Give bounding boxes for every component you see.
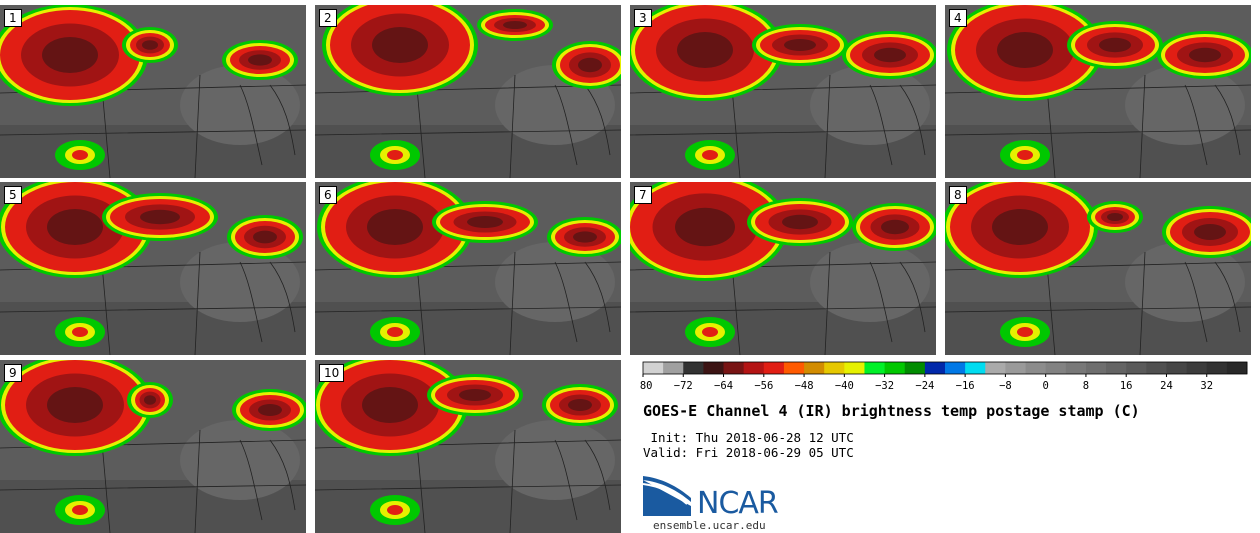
panel-3: 3 — [630, 5, 936, 178]
colorbar-segment — [1146, 362, 1167, 374]
colorbar-tick-label: 16 — [1120, 380, 1133, 392]
colorbar-segment — [663, 362, 684, 374]
panel-number: 1 — [4, 9, 22, 27]
colorbar-segment — [1166, 362, 1188, 374]
colorbar-segment — [844, 362, 865, 374]
ir-map-9 — [0, 360, 306, 533]
colorbar-segment — [1126, 362, 1147, 374]
colorbar-tick-label: −16 — [956, 380, 975, 392]
panel-number: 2 — [319, 9, 337, 27]
colorbar-tick-label: −40 — [835, 380, 854, 392]
colorbar-tick-label: −32 — [875, 380, 894, 392]
ir-map-8 — [945, 182, 1251, 355]
panel-number: 6 — [319, 186, 337, 204]
panel-number: 5 — [4, 186, 22, 204]
panel-number: 9 — [4, 364, 22, 382]
panel-5: 5 — [0, 182, 306, 355]
colorbar-tick-label: −48 — [795, 380, 814, 392]
ir-map-3 — [630, 5, 936, 178]
colorbar-tick-label: −56 — [754, 380, 773, 392]
ncar-logo-text: NCAR — [697, 486, 779, 521]
ir-map-5 — [0, 182, 306, 355]
colorbar-segment — [1186, 362, 1208, 374]
colorbar-segment — [924, 362, 946, 374]
colorbar-segment — [824, 362, 845, 374]
init-time: Init: Thu 2018-06-28 12 UTC — [643, 430, 854, 445]
panel-2: 2 — [315, 5, 621, 178]
ir-map-10 — [315, 360, 621, 533]
ncar-logo-icon — [643, 476, 691, 516]
colorbar-segment — [864, 362, 886, 374]
colorbar-segment — [703, 362, 725, 374]
panel-number: 4 — [949, 9, 967, 27]
colorbar-tick-label: −24 — [915, 380, 934, 392]
panel-9: 9 — [0, 360, 306, 533]
ir-map-4 — [945, 5, 1251, 178]
colorbar-segment — [945, 362, 966, 374]
colorbar-segment — [1005, 362, 1027, 374]
colorbar-tick-label: 24 — [1160, 380, 1173, 392]
colorbar-segment — [1065, 362, 1087, 374]
panel-4: 4 — [945, 5, 1251, 178]
colorbar-segment — [1206, 362, 1228, 374]
site-url: ensemble.ucar.edu — [653, 519, 766, 532]
colorbar-tick-label: 8 — [1083, 380, 1089, 392]
colorbar-segment — [804, 362, 825, 374]
colorbar-tick-label: −72 — [674, 380, 693, 392]
valid-time: Valid: Fri 2018-06-29 05 UTC — [643, 445, 854, 460]
panel-number: 10 — [319, 364, 345, 382]
colorbar-tick-label: 32 — [1200, 380, 1213, 392]
ir-map-2 — [315, 5, 621, 178]
ir-map-6 — [315, 182, 621, 355]
ir-map-1 — [0, 5, 306, 178]
colorbar-segment — [965, 362, 986, 374]
figure-title: GOES-E Channel 4 (IR) brightness temp po… — [643, 402, 1140, 420]
panel-1: 1 — [0, 5, 306, 178]
colorbar-segment — [1025, 362, 1047, 374]
colorbar-segment — [763, 362, 785, 374]
colorbar-segment — [1045, 362, 1067, 374]
panel-number: 3 — [634, 9, 652, 27]
panel-7: 7 — [630, 182, 936, 355]
panel-10: 10 — [315, 360, 621, 533]
colorbar-segment — [723, 362, 745, 374]
colorbar-segment — [683, 362, 704, 374]
colorbar-segment — [643, 362, 664, 374]
colorbar-segment — [904, 362, 926, 374]
panel-8: 8 — [945, 182, 1251, 355]
colorbar-segment — [884, 362, 906, 374]
colorbar-tick-label: 0 — [1043, 380, 1049, 392]
colorbar-segment — [1226, 362, 1248, 374]
panel-number: 7 — [634, 186, 652, 204]
panel-6: 6 — [315, 182, 621, 355]
colorbar-segment — [985, 362, 1006, 374]
colorbar-segment — [743, 362, 765, 374]
panel-number: 8 — [949, 186, 967, 204]
colorbar-tick-label: −80 — [640, 380, 652, 392]
colorbar-tick-label: −64 — [714, 380, 733, 392]
colorbar-segment — [783, 362, 805, 374]
ir-map-7 — [630, 182, 936, 355]
colorbar-segment — [1106, 362, 1127, 374]
colorbar-tick-label: −8 — [999, 380, 1012, 392]
colorbar-segment — [1085, 362, 1107, 374]
